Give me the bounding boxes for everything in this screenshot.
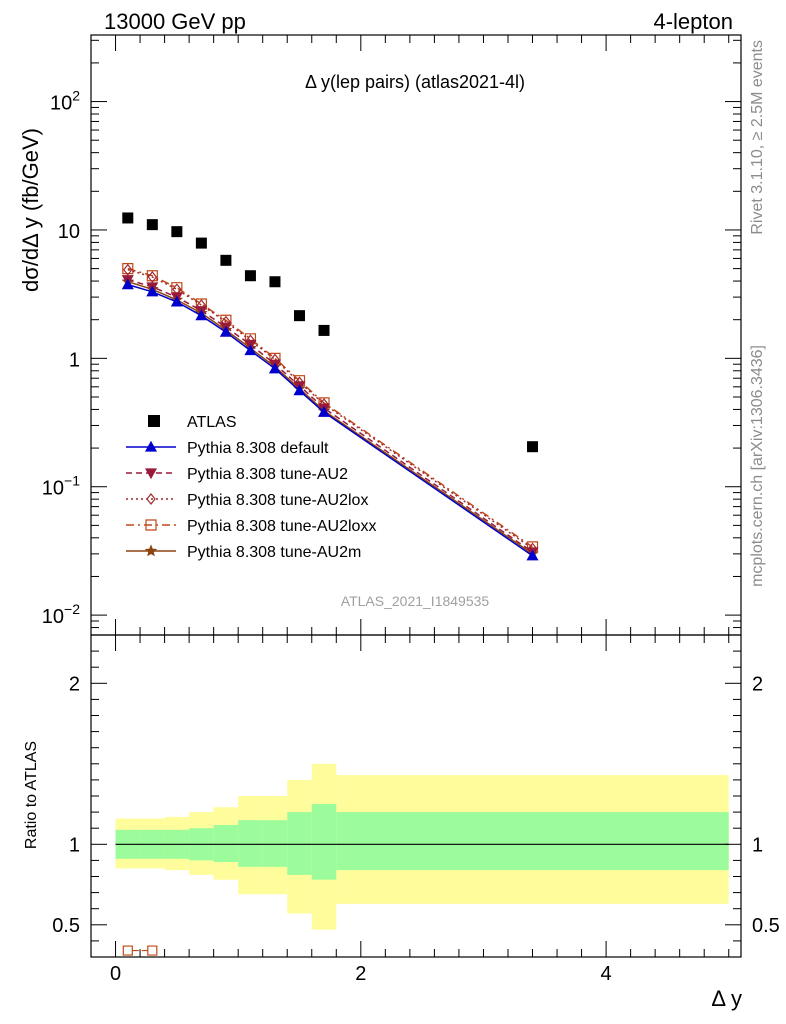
atlas-data-point <box>269 276 281 288</box>
legend-label: Pythia 8.308 tune-AU2loxx <box>187 518 376 535</box>
atlas-data-point <box>220 254 232 266</box>
uncertainty-band-inner <box>311 804 337 880</box>
y-tick-label: 10−2 <box>42 601 80 628</box>
legend-marker <box>145 519 157 531</box>
atlas-data-point <box>122 212 134 224</box>
atlas-data-point <box>318 324 330 336</box>
header-left: 13000 GeV pp <box>104 9 246 34</box>
main-panel: 10−2 10−1 1 10 102 <box>42 34 742 636</box>
atlas-data-point <box>171 226 183 238</box>
series-marker <box>170 295 183 307</box>
ratio-tick-label: 1 <box>752 834 763 856</box>
series-marker <box>195 298 207 310</box>
series-line <box>127 278 533 553</box>
series-marker <box>293 384 306 396</box>
mcplots-text: mcplots.cern.ch [arXiv:1306.3436] <box>749 345 766 587</box>
series-marker <box>244 344 257 356</box>
uncertainty-band-inner <box>287 812 312 875</box>
legend-marker-atlas <box>148 415 160 427</box>
atlas-data-point <box>293 310 305 322</box>
ratio-tick-label: 0.5 <box>52 915 80 937</box>
series-marker <box>146 270 158 282</box>
x-tick-label: 0 <box>110 963 121 985</box>
uncertainty-band-inner <box>336 812 729 871</box>
ratio-tick-label: 0.5 <box>752 915 780 937</box>
ratio-tick-label: 2 <box>69 673 80 695</box>
atlas-data-point <box>195 237 207 249</box>
series-marker <box>123 263 133 276</box>
series-marker <box>121 278 134 290</box>
legend-label: Pythia 8.308 tune-AU2 <box>187 466 348 483</box>
series-line <box>127 267 533 548</box>
uncertainty-band-inner <box>262 820 288 867</box>
series-marker <box>219 325 232 337</box>
x-tick-label: 4 <box>601 963 612 985</box>
x-axis-label: Δ y <box>711 986 742 1011</box>
y-tick-label: 1 <box>69 349 80 371</box>
legend-marker <box>144 468 158 480</box>
y-axis-label: dσ/dΔ y (fb/GeV) <box>18 128 43 292</box>
atlas-data-point <box>527 441 539 453</box>
header-right: 4-lepton <box>653 9 733 34</box>
series-marker <box>147 271 158 283</box>
ratio-marker <box>147 945 158 956</box>
uncertainty-band-inner <box>238 820 263 867</box>
x-tick-label: 2 <box>355 963 366 985</box>
chart-title: Δ y(lep pairs) (atlas2021-4l) <box>305 72 525 92</box>
legend-label: Pythia 8.308 tune-AU2lox <box>187 492 368 509</box>
series-marker <box>317 406 331 417</box>
series-marker <box>268 362 281 374</box>
uncertainty-band-inner <box>213 824 239 863</box>
ratio-marker <box>122 945 133 956</box>
ratio-frame <box>90 634 742 958</box>
analysis-watermark: ATLAS_2021_I1849535 <box>341 593 490 609</box>
legend-marker <box>144 544 158 557</box>
y-tick-label: 10 <box>58 221 80 243</box>
series-line <box>127 280 533 555</box>
ratio-panel: 0 2 4 0.5 0.5 1 1 2 2 <box>52 634 780 985</box>
series-marker <box>122 263 134 275</box>
ratio-tick-label: 1 <box>69 834 80 856</box>
series-marker <box>195 309 208 321</box>
atlas-data-point <box>244 270 256 282</box>
legend-marker <box>146 493 156 505</box>
legend-label: Pythia 8.308 default <box>187 440 329 457</box>
legend-marker <box>144 440 158 452</box>
atlas-data-point <box>146 219 158 231</box>
y-tick-label: 10−1 <box>42 473 80 500</box>
series-marker <box>220 314 232 326</box>
series-line <box>127 283 533 557</box>
ratio-tick-label: 2 <box>752 673 763 695</box>
legend: ATLAS Pythia 8.308 default Pythia 8.308 tu… <box>126 414 376 561</box>
ratio-y-axis-label: Ratio to ATLAS <box>23 741 40 849</box>
series-marker <box>526 549 539 561</box>
rivet-version-text: Rivet 3.1.10, ≥ 2.5M events <box>749 40 766 235</box>
legend-label: ATLAS <box>187 414 237 431</box>
series-marker <box>146 285 159 297</box>
y-tick-label: 102 <box>50 88 80 115</box>
legend-label: Pythia 8.308 tune-AU2m <box>187 544 361 561</box>
